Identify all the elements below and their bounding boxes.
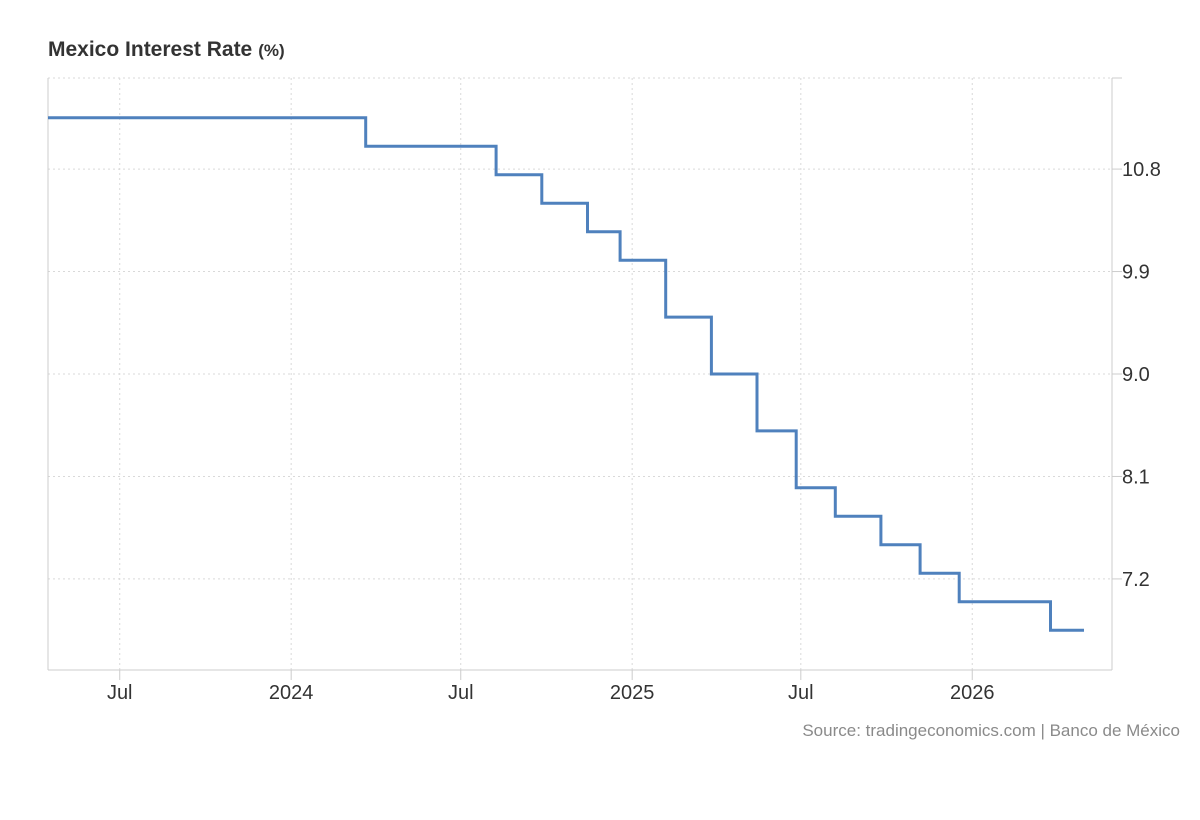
y-tick-label: 9.0 xyxy=(1122,364,1150,386)
chart-title-block: Mexico Interest Rate (%) xyxy=(48,38,285,62)
series-line xyxy=(48,116,1084,632)
series-layer xyxy=(48,116,1084,632)
x-tick-label: Jul xyxy=(107,682,133,704)
y-tick-label: 8.1 xyxy=(1122,466,1150,488)
tick-labels: 7.2 8.1 9.0 9.9 10.8 Jul 2024 Jul 2025 Jul 2026 xyxy=(107,159,1161,704)
x-tick-label: 2025 xyxy=(610,682,655,704)
x-tick-label: 2026 xyxy=(950,682,995,704)
grid-lines xyxy=(48,77,1112,670)
chart-unit: (%) xyxy=(258,41,285,60)
y-tick-label: 9.9 xyxy=(1122,262,1150,284)
x-tick-label: 2024 xyxy=(269,682,314,704)
y-tick-label: 10.8 xyxy=(1122,159,1161,181)
chart-axes xyxy=(47,77,1122,680)
chart-plot: 7.2 8.1 9.0 9.9 10.8 Jul 2024 Jul 2025 Jul 2026 xyxy=(47,77,1161,704)
x-tick-label: Jul xyxy=(788,682,814,704)
source-note: Source: tradingeconomics.com | Banco de … xyxy=(802,721,1180,740)
x-tick-label: Jul xyxy=(448,682,474,704)
y-tick-label: 7.2 xyxy=(1122,569,1150,591)
chart-title: Mexico Interest Rate xyxy=(48,38,253,61)
